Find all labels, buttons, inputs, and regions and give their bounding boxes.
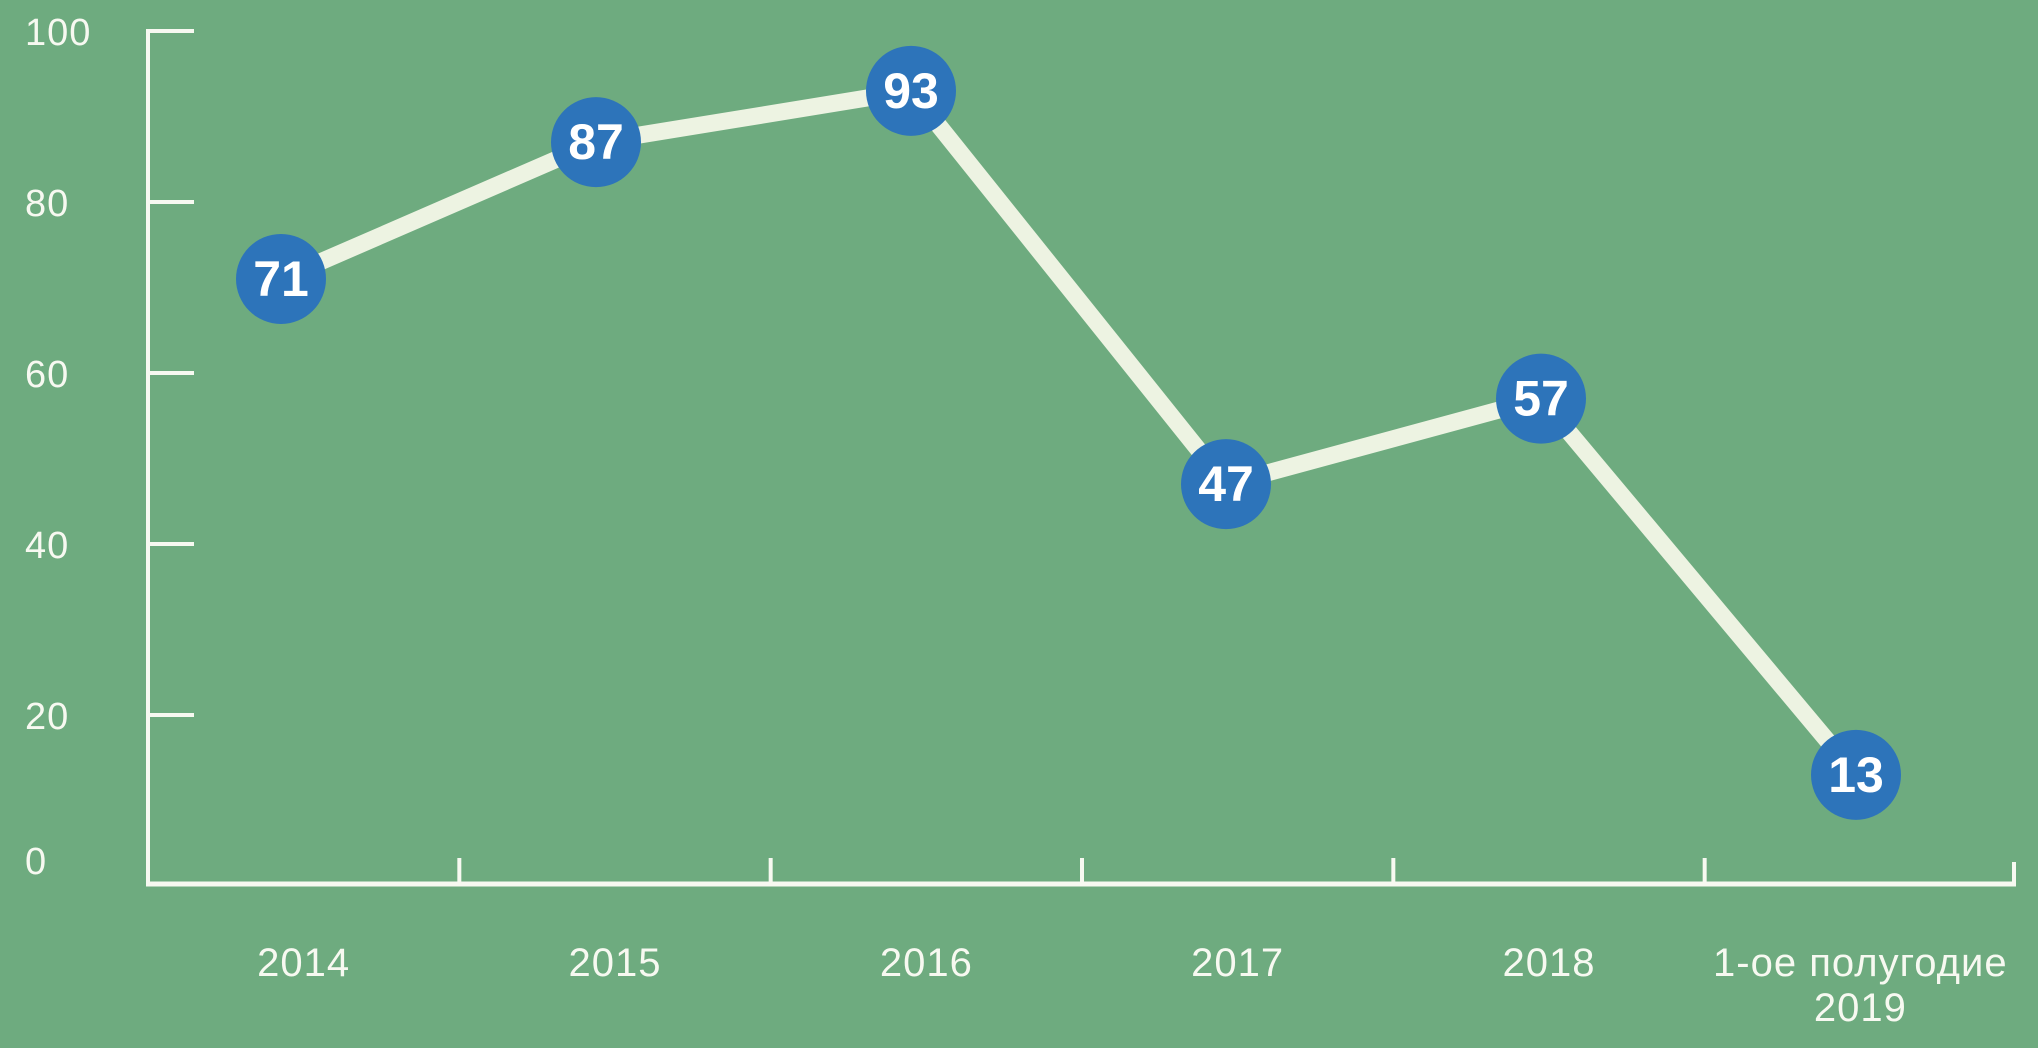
- data-point-value: 93: [883, 63, 939, 119]
- data-point-marker: [236, 233, 326, 324]
- y-axis: [146, 29, 194, 886]
- x-axis: [146, 858, 2016, 887]
- y-tick-label: 0: [25, 841, 47, 883]
- x-axis-labels: 2014 2015 2016 2017 2018 1-ое полугодие 2019: [257, 941, 2008, 1030]
- x-category-label-line2: 2019: [1814, 986, 1907, 1030]
- x-category-label: 2016: [880, 941, 973, 985]
- data-point: 47: [1181, 439, 1271, 530]
- data-point-value: 13: [1828, 747, 1884, 803]
- y-axis-labels: 0 20 40 60 80 100: [25, 12, 91, 883]
- data-point-marker: [866, 45, 956, 136]
- y-tick-label: 20: [25, 696, 69, 738]
- data-point: 93: [866, 45, 956, 136]
- x-category-label-line1: 1-ое полугодие: [1713, 941, 2008, 985]
- data-point-value: 87: [568, 114, 624, 170]
- data-point-value: 57: [1513, 371, 1569, 427]
- data-point-value: 71: [253, 251, 309, 307]
- series-line: [272, 82, 1865, 784]
- data-line: [272, 82, 1865, 784]
- data-point: 57: [1496, 353, 1586, 444]
- data-point: 87: [551, 97, 641, 188]
- x-category-label: 2015: [569, 941, 662, 985]
- data-point-marker: [1811, 729, 1901, 820]
- x-category-label: 2018: [1503, 941, 1596, 985]
- data-point-marker: [1496, 353, 1586, 444]
- x-category-label: 2017: [1191, 941, 1284, 985]
- x-category-label: 2014: [257, 941, 350, 985]
- y-tick-label: 60: [25, 354, 69, 396]
- y-tick-label: 100: [25, 12, 91, 54]
- data-point-marker: [1181, 439, 1271, 530]
- data-points: 71 87 93 47 57 13: [236, 45, 1901, 820]
- data-point-value: 47: [1198, 456, 1254, 512]
- x-category-label: 1-ое полугодие 2019: [1713, 941, 2008, 1030]
- data-point: 71: [236, 233, 326, 324]
- data-point: 13: [1811, 729, 1901, 820]
- y-tick-label: 40: [25, 525, 69, 567]
- data-point-marker: [551, 97, 641, 188]
- y-tick-label: 80: [25, 183, 69, 225]
